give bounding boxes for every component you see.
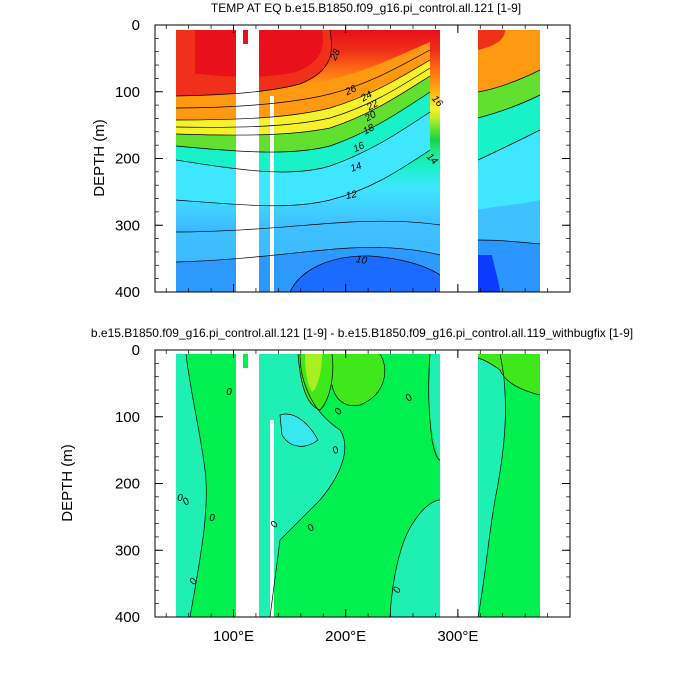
bottom-x-axis: 100°E 200°E 300°E [165,350,548,645]
diff-label-0a: 0 [177,493,183,504]
y-tick-label: 0 [132,342,140,359]
bottom-y-label: DEPTH (m) [59,444,76,522]
neg-west [176,354,207,617]
difference-contours [185,353,541,617]
y-tick-label: 400 [115,284,140,301]
green-band [176,76,430,153]
temperature-field [155,25,570,292]
diff-label-0g: 0 [331,444,342,457]
contour-label-18: 18 [361,122,376,137]
bottom-y-axis: 0 100 200 300 400 [115,342,570,626]
pos-east [478,354,540,395]
land-mask-1 [236,25,259,292]
contour-label-10: 10 [355,254,368,267]
contour-label-26: 26 [343,83,359,98]
warm-pool-core [195,30,324,77]
x-tick-label: 100°E [213,628,254,645]
y-tick-label: 200 [115,476,140,493]
difference-panel: b.e15.B1850.f09_g16.pi_control.all.121 [… [59,326,633,645]
diff-label-0c: 0 [209,513,215,524]
y-tick-label: 300 [115,217,140,234]
y-tick-label: 100 [115,84,140,101]
contour-label-24: 24 [358,89,374,105]
contour-label-16a: 16 [352,140,367,155]
x-tick-label: 200°E [325,628,366,645]
neg-far-east [478,354,506,617]
neg-east [390,500,440,617]
temperature-contours [175,29,541,292]
diff-label-0b: 0 [181,496,193,508]
bottom-title: b.e15.B1850.f09_g16.pi_control.all.121 [… [91,326,633,340]
temperature-panel: TEMP AT EQ b.e15.B1850.f09_g16.pi_contro… [91,1,571,301]
y-tick-label: 300 [115,542,140,559]
contour-label-20: 20 [362,109,378,125]
diff-label-0h: 0 [269,519,282,530]
neg-core [280,414,318,447]
deep-cold [290,255,440,292]
land-mask-3 [440,25,478,292]
y-tick-label: 100 [115,409,140,426]
diff-label-0e: 0 [226,387,232,398]
pos-peak [305,354,322,392]
y-tick-label: 400 [115,609,140,626]
diff-label-0k: 0 [392,585,404,594]
contour-label-12: 12 [345,189,359,202]
y-tick-label: 200 [115,151,140,168]
top-y-label: DEPTH (m) [91,119,108,197]
y-tick-label: 0 [132,17,140,34]
top-title: TEMP AT EQ b.e15.B1850.f09_g16.pi_contro… [211,1,521,15]
land-mask-1b [236,350,259,617]
difference-field [155,350,570,617]
diff-label-0d: 0 [188,576,201,587]
land-mask-2 [270,96,274,292]
top-y-axis: 0 100 200 300 400 [115,17,570,301]
land-mask-3b [440,350,478,617]
diff-label-0f: 0 [333,406,346,417]
top-x-axis [165,25,548,292]
x-tick-label: 300°E [437,628,478,645]
contour-label-28: 28 [328,47,343,63]
contour-label-22: 22 [364,98,380,114]
contour-label-14a: 14 [349,160,364,174]
